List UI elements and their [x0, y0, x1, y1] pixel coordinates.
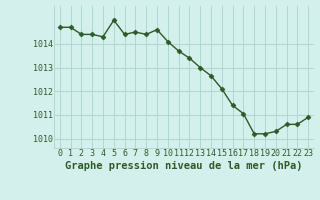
X-axis label: Graphe pression niveau de la mer (hPa): Graphe pression niveau de la mer (hPa): [65, 161, 303, 171]
